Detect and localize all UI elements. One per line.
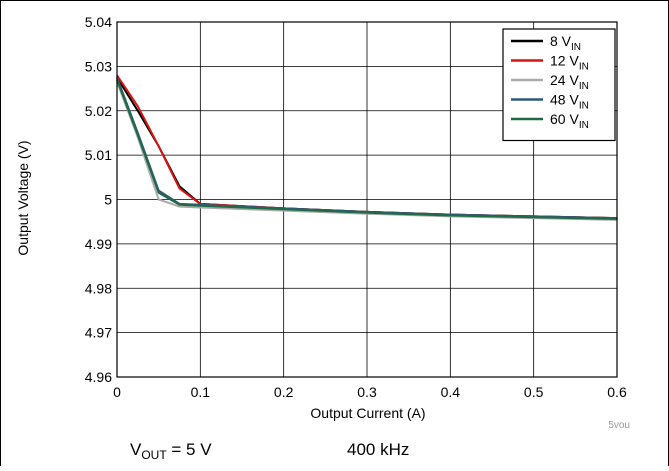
data-point (178, 206, 181, 208)
tick-labels: 0 0.1 0.2 0.3 0.4 0.5 0.6 4.96 4.97 4.98 4.99 5 5.01… (85, 14, 627, 400)
x-tick-label: 0 (113, 384, 121, 400)
data-point (158, 145, 160, 147)
series-lines (116, 74, 618, 221)
data-point (178, 204, 181, 206)
y-tick-label: 5.04 (85, 14, 112, 30)
x-axis-label: Output Current (A) (310, 405, 425, 421)
x-tick-label: 0.5 (524, 384, 544, 400)
data-point (137, 134, 139, 136)
x-tick-label: 0.4 (441, 384, 461, 400)
data-point (449, 214, 451, 217)
y-tick-label: 5.01 (85, 147, 112, 163)
plot-border (116, 21, 618, 378)
vout-condition: VOUT = 5 V (130, 440, 212, 462)
data-point (158, 192, 160, 194)
series-line-4 (116, 79, 618, 220)
figure-id: 5vou (608, 420, 630, 431)
x-tick-label: 0.6 (607, 384, 627, 400)
y-axis-label: Output Voltage (V) (15, 140, 31, 255)
legend-label: 48 VIN (550, 92, 589, 112)
x-tick-label: 0.1 (191, 384, 211, 400)
data-point (199, 205, 201, 207)
y-tick-label: 4.97 (85, 325, 112, 341)
y-tick-label: 4.98 (85, 280, 112, 296)
legend-label: 24 VIN (550, 72, 589, 92)
legend-label: 60 VIN (550, 111, 589, 131)
data-point (178, 187, 181, 190)
x-tick-label: 0.2 (274, 384, 294, 400)
data-point (199, 206, 201, 209)
data-point (283, 208, 285, 210)
y-tick-label: 4.96 (85, 369, 112, 385)
y-tick-label: 5 (104, 192, 112, 208)
legend-label: 12 VIN (550, 53, 589, 73)
frequency-condition: 400 kHz (347, 440, 409, 459)
data-point (137, 105, 139, 107)
y-tick-label: 5.03 (85, 58, 112, 74)
data-point (137, 110, 139, 112)
data-point (533, 216, 535, 218)
data-point (366, 212, 368, 214)
legend-label: 8 VIN (550, 33, 581, 53)
y-tick-label: 5.02 (85, 103, 112, 119)
legend-box (502, 28, 616, 142)
x-tick-label: 0.3 (357, 384, 377, 400)
y-tick-label: 4.99 (85, 236, 112, 252)
data-point (158, 198, 160, 201)
